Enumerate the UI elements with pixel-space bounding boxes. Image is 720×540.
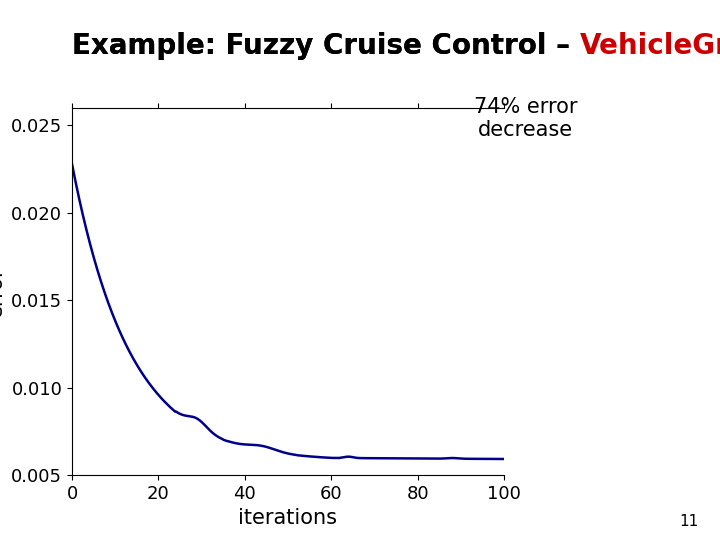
Text: 74% error
decrease: 74% error decrease <box>474 97 577 140</box>
Text: VehicleGrad.m: VehicleGrad.m <box>580 32 720 60</box>
X-axis label: iterations: iterations <box>238 509 338 529</box>
Y-axis label: error: error <box>0 266 6 317</box>
Text: Example: Fuzzy Cruise Control –: Example: Fuzzy Cruise Control – <box>72 32 580 60</box>
Text: 11: 11 <box>679 514 698 529</box>
Text: Example: Fuzzy Cruise Control –: Example: Fuzzy Cruise Control – <box>72 32 580 60</box>
